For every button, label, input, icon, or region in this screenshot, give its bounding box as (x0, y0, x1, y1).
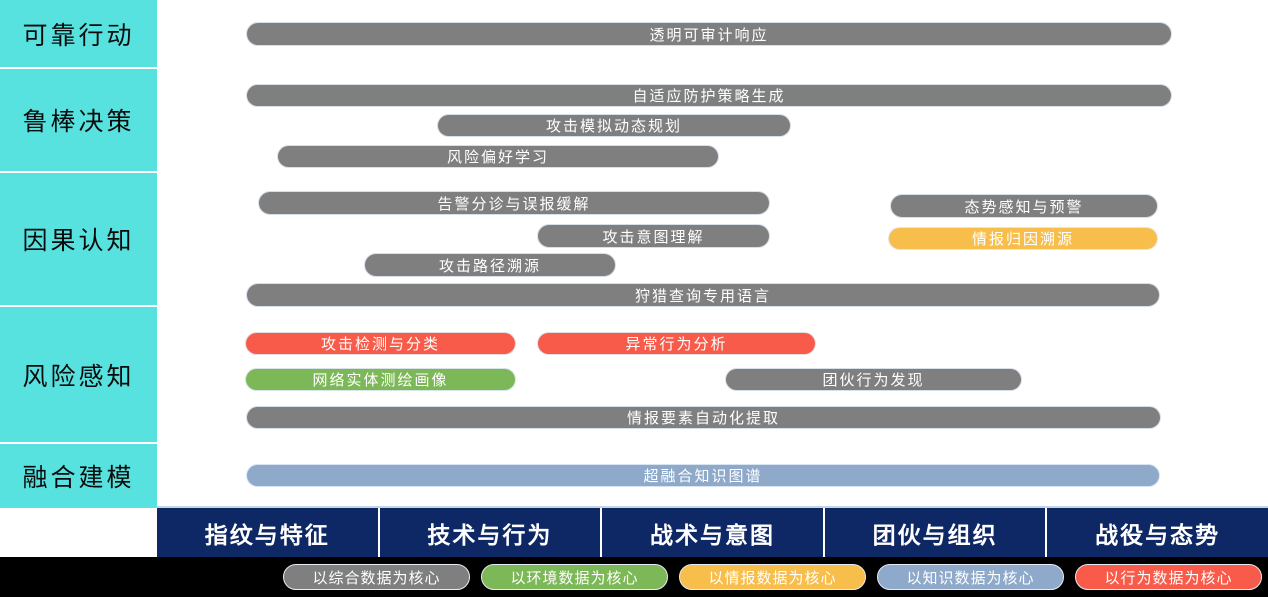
sidebar-item-causal-cognition: 因果认知 (0, 173, 157, 307)
capability-bar-gang-behavior-discovery: 团伙行为发现 (725, 368, 1022, 391)
capability-bar-adaptive-defense-strategy: 自适应防护策略生成 (246, 84, 1172, 107)
capability-bar-situation-awareness: 态势感知与预警 (890, 194, 1158, 218)
category-sidebar: 可靠行动 鲁棒决策 因果认知 风险感知 融合建模 (0, 0, 157, 508)
footer-col-tactics: 战术与意图 (602, 508, 825, 557)
capability-bar-attack-intent-understanding: 攻击意图理解 (537, 224, 770, 248)
capability-bar-alert-triage: 告警分诊与误报缓解 (258, 191, 770, 215)
capability-bar-transparent-auditable-response: 透明可审计响应 (246, 22, 1172, 46)
capability-bar-attack-simulation-planning: 攻击模拟动态规划 (437, 114, 791, 137)
capability-bar-network-entity-mapping: 网络实体测绘画像 (245, 368, 516, 391)
legend-item-environment-data: 以环境数据为核心 (481, 564, 668, 590)
legend: 以综合数据为核心 以环境数据为核心 以情报数据为核心 以知识数据为核心 以行为数… (0, 557, 1268, 597)
sidebar-item-robust-decision: 鲁棒决策 (0, 69, 157, 173)
capability-bar-attack-detection-classification: 攻击检测与分类 (245, 332, 516, 355)
footer-col-campaigns: 战役与态势 (1095, 522, 1221, 548)
sidebar-item-risk-perception: 风险感知 (0, 307, 157, 444)
capability-bar-anomaly-behavior-analysis: 异常行为分析 (537, 332, 816, 355)
legend-item-intel-data: 以情报数据为核心 (679, 564, 866, 590)
sidebar-item-fusion-modeling: 融合建模 (0, 444, 157, 508)
capability-bar-attack-path-tracing: 攻击路径溯源 (364, 253, 616, 277)
footer-col-techniques: 技术与行为 (380, 508, 603, 557)
footer-col-fingerprints: 指纹与特征 (157, 508, 380, 557)
capability-bar-risk-preference-learning: 风险偏好学习 (277, 145, 719, 168)
legend-item-knowledge-data: 以知识数据为核心 (877, 564, 1064, 590)
capability-bar-intel-attribution: 情报归因溯源 (888, 227, 1158, 250)
legend-item-behavior-data: 以行为数据为核心 (1075, 564, 1262, 590)
legend-item-comprehensive-data: 以综合数据为核心 (283, 564, 470, 590)
capability-bar-hyperfusion-knowledge-graph: 超融合知识图谱 (246, 464, 1160, 487)
footer-col-gangs: 团伙与组织 (825, 508, 1048, 557)
capability-bar-intel-element-extraction: 情报要素自动化提取 (246, 406, 1161, 429)
data-dimension-bar: 指纹与特征 技术与行为 战术与意图 团伙与组织 战役与态势 (157, 506, 1268, 557)
sidebar-item-reliable-action: 可靠行动 (0, 0, 157, 69)
capability-bar-hunting-query-language: 狩猎查询专用语言 (246, 283, 1160, 307)
